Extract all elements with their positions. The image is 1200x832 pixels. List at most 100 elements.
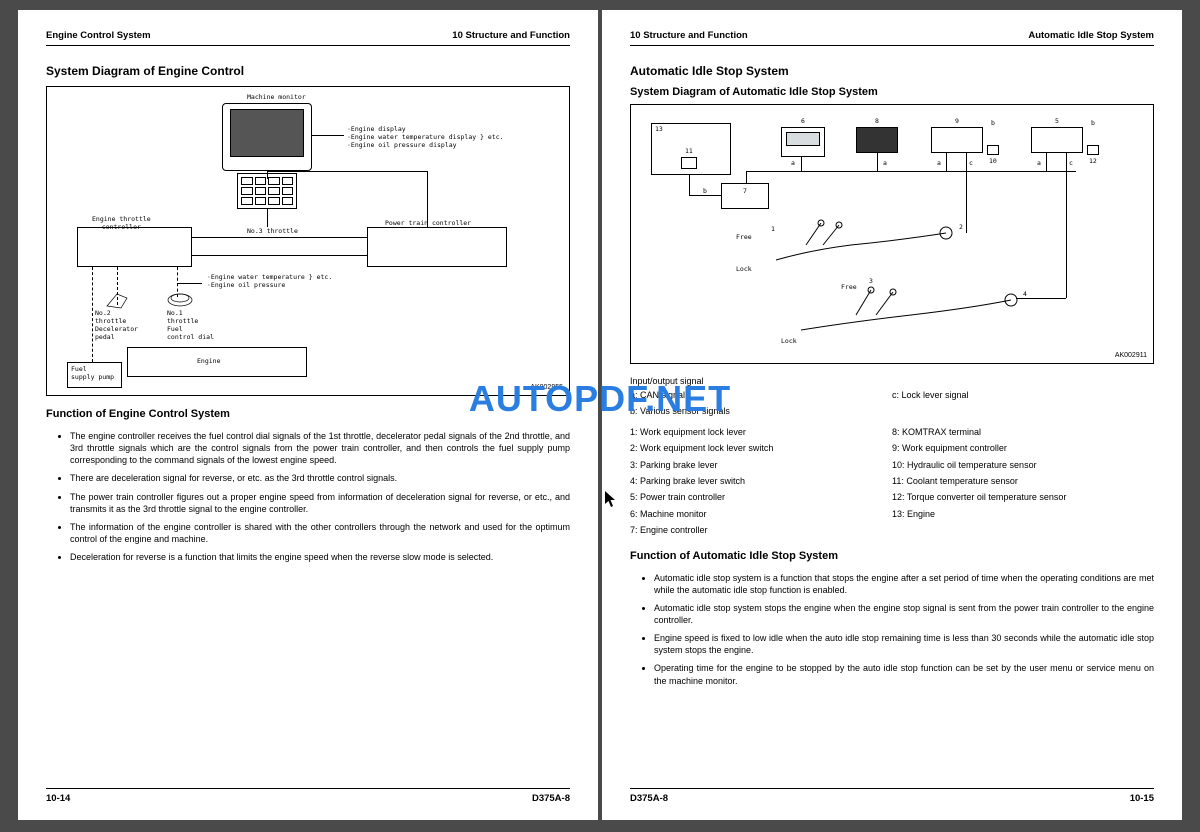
line xyxy=(946,153,947,171)
list-item: 7: Engine controller xyxy=(630,523,892,537)
lock-label: Lock xyxy=(781,337,797,345)
c: c xyxy=(1069,159,1073,167)
list-item: Engine speed is fixed to low idle when t… xyxy=(654,632,1154,656)
a: a xyxy=(1037,159,1041,167)
list-item: Deceleration for reverse is a function t… xyxy=(70,551,570,563)
mid-labels: ·Engine water temperature } etc. ·Engine… xyxy=(207,273,332,289)
line xyxy=(92,267,93,362)
list-item: The information of the engine controller… xyxy=(70,521,570,545)
list-item: 12: Torque converter oil temperature sen… xyxy=(892,490,1154,504)
bus-line xyxy=(746,171,1076,172)
n7: 7 xyxy=(743,187,747,195)
lever-1-icon xyxy=(751,215,961,275)
n12: 12 xyxy=(1089,157,1097,165)
c: c xyxy=(969,159,973,167)
list-item: 11: Coolant temperature sensor xyxy=(892,474,1154,488)
box-6 xyxy=(781,127,825,157)
subsection-title: Function of Automatic Idle Stop System xyxy=(630,550,1154,562)
section-title: System Diagram of Engine Control xyxy=(46,64,570,78)
n5: 5 xyxy=(1055,117,1059,125)
a: a xyxy=(937,159,941,167)
line xyxy=(689,195,721,196)
lock-label: Lock xyxy=(736,265,752,273)
line xyxy=(177,283,202,284)
section-title: Automatic Idle Stop System xyxy=(630,64,1154,78)
list-item: The power train controller figures out a… xyxy=(70,491,570,515)
line xyxy=(267,209,268,227)
line xyxy=(267,171,427,172)
list-item: There are deceleration signal for revers… xyxy=(70,472,570,484)
list-item: 3: Parking brake lever xyxy=(630,458,892,472)
idle-stop-diagram: 13 11 6 8 9 10 5 12 7 xyxy=(630,104,1154,364)
figure-id: AK002911 xyxy=(1115,352,1147,359)
list-item: 6: Machine monitor xyxy=(630,507,892,521)
box-8 xyxy=(856,127,898,153)
cursor-icon xyxy=(604,490,618,511)
page-number: 10-14 xyxy=(46,793,70,804)
left-ctrl-label: Engine throttle controller xyxy=(92,215,151,231)
pump-label: Fuel supply pump xyxy=(71,365,114,381)
list-item: 5: Power train controller xyxy=(630,490,892,504)
header-section: Automatic Idle Stop System xyxy=(1028,30,1154,41)
pedal-icon xyxy=(103,292,131,310)
line xyxy=(689,175,690,195)
page-header: 10 Structure and Function Automatic Idle… xyxy=(630,30,1154,46)
line xyxy=(312,135,344,136)
line xyxy=(966,153,967,233)
header-chapter: 10 Structure and Function xyxy=(452,30,570,41)
free-label: Free xyxy=(841,283,857,291)
list-item: 9: Work equipment controller xyxy=(892,441,1154,455)
n13: 13 xyxy=(655,125,663,133)
b: b xyxy=(703,187,707,195)
box-12 xyxy=(1087,145,1099,155)
n3: 3 xyxy=(869,277,873,285)
monitor-label: Machine monitor xyxy=(247,93,306,101)
n8: 8 xyxy=(875,117,879,125)
no3-label: No.3 throttle xyxy=(247,227,298,235)
legend-c: c: Lock lever signal xyxy=(892,388,1154,402)
n1: 1 xyxy=(771,225,775,233)
n4: 4 xyxy=(1023,290,1027,298)
list-item: Automatic idle stop system is a function… xyxy=(654,572,1154,596)
dial-icon xyxy=(165,292,195,308)
right-ctrl-label: Power train controller xyxy=(385,219,471,227)
line xyxy=(1066,153,1067,298)
list-item: The engine controller receives the fuel … xyxy=(70,430,570,466)
page-header: Engine Control System 10 Structure and F… xyxy=(46,30,570,46)
no2-label: No.2 throttle Decelerator pedal xyxy=(95,309,138,341)
box-10 xyxy=(987,145,999,155)
list-item: 4: Parking brake lever switch xyxy=(630,474,892,488)
n9: 9 xyxy=(955,117,959,125)
header-section: Engine Control System xyxy=(46,30,151,41)
list-item: 10: Hydraulic oil temperature sensor xyxy=(892,458,1154,472)
page-footer: D375A-8 10-15 xyxy=(630,788,1154,804)
b: b xyxy=(1091,119,1095,127)
engine-control-diagram: Machine monitor ·Engine display ·Engine … xyxy=(46,86,570,396)
list-item: Operating time for the engine to be stop… xyxy=(654,662,1154,686)
list-item: 8: KOMTRAX terminal xyxy=(892,425,1154,439)
n10: 10 xyxy=(989,157,997,165)
n2: 2 xyxy=(959,223,963,231)
bullet-list: The engine controller receives the fuel … xyxy=(46,430,570,569)
page-number: 10-15 xyxy=(1130,793,1154,804)
header-chapter: 10 Structure and Function xyxy=(630,30,748,41)
box-5 xyxy=(1031,127,1083,153)
list-item: 1: Work equipment lock lever xyxy=(630,425,892,439)
a: a xyxy=(791,159,795,167)
n11: 11 xyxy=(685,147,693,155)
legend-a: a: CAN signal xyxy=(630,388,892,402)
list-item: Automatic idle stop system stops the eng… xyxy=(654,602,1154,626)
subsection-title: System Diagram of Automatic Idle Stop Sy… xyxy=(630,86,1154,98)
box-11 xyxy=(681,157,697,169)
n6: 6 xyxy=(801,117,805,125)
lever-3-icon xyxy=(781,280,1021,350)
line xyxy=(427,171,428,227)
items-row: 1: Work equipment lock lever 2: Work equ… xyxy=(630,425,1154,540)
legend-b: b: Various sensor signals xyxy=(630,404,892,418)
monitor-screen xyxy=(230,109,304,157)
page-left: Engine Control System 10 Structure and F… xyxy=(18,10,598,820)
free-label: Free xyxy=(736,233,752,241)
line xyxy=(1016,298,1066,299)
line xyxy=(877,153,878,171)
etc-labels: ·Engine display ·Engine water temperatur… xyxy=(347,125,504,149)
